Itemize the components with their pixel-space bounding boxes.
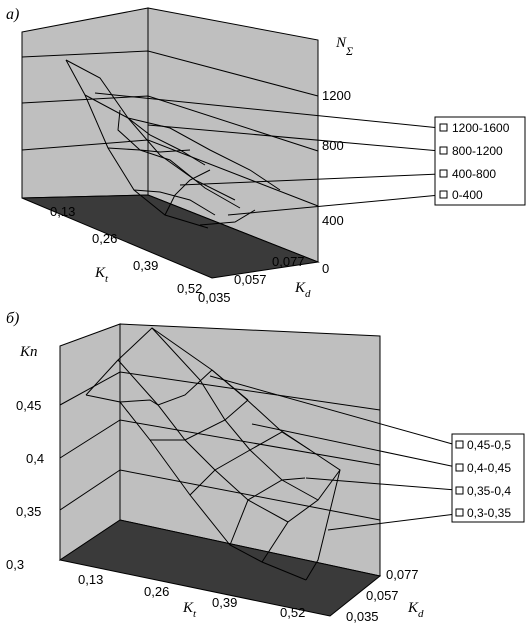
legend-leaders-a bbox=[94, 92, 441, 216]
z-tick-b-3: 0,45 bbox=[16, 398, 41, 413]
z-tick-b-2: 0,4 bbox=[26, 451, 44, 466]
svg-text:0,35-0,4: 0,35-0,4 bbox=[467, 484, 511, 498]
svg-text:0,3-0,35: 0,3-0,35 bbox=[467, 506, 511, 520]
x-tick-b-1: 0,26 bbox=[144, 584, 169, 599]
z-tick-a-0: 0 bbox=[322, 261, 329, 276]
x-tick-a-2: 0,39 bbox=[133, 258, 158, 273]
x-tick-a-1: 0,26 bbox=[92, 231, 117, 246]
gridlines-a bbox=[21, 50, 319, 207]
y-tick-b-0: 0,035 bbox=[346, 609, 379, 624]
legend-item-a-3: 0-400 bbox=[439, 188, 483, 202]
y-axis-label-b: Kd bbox=[407, 600, 424, 620]
surface-b bbox=[85, 327, 341, 581]
y-tick-a-1: 0,057 bbox=[234, 272, 267, 287]
legend-b: 0,45-0,5 0,4-0,45 0,35-0,4 0,3-0,35 bbox=[451, 433, 525, 523]
back-wall-left-b bbox=[59, 323, 121, 561]
x-axis-label-b: Kt bbox=[182, 600, 197, 620]
floor-b bbox=[58, 519, 382, 617]
legend-leaders-b bbox=[209, 375, 457, 531]
svg-text:400-800: 400-800 bbox=[452, 167, 496, 181]
panel-label-b: б) bbox=[6, 310, 19, 327]
gridlines-b bbox=[59, 371, 381, 521]
legend-item-a-0: 1200-1600 bbox=[439, 121, 510, 135]
z-axis-label-b: Kn bbox=[19, 344, 38, 360]
y-tick-b-2: 0,077 bbox=[386, 567, 419, 582]
legend-item-a-1: 800-1200 bbox=[439, 144, 503, 158]
x-tick-b-0: 0,13 bbox=[78, 572, 103, 587]
chart-a: а) 0 bbox=[6, 6, 526, 305]
x-tick-b-3: 0,52 bbox=[280, 605, 305, 620]
floor-a bbox=[21, 194, 320, 279]
legend-item-b-2: 0,35-0,4 bbox=[455, 484, 511, 498]
x-tick-a-3: 0,52 bbox=[177, 281, 202, 296]
chart-b: б) bbox=[6, 310, 525, 624]
y-tick-a-2: 0,077 bbox=[272, 254, 305, 269]
svg-text:0,4-0,45: 0,4-0,45 bbox=[467, 461, 511, 475]
panel-label-a: а) bbox=[6, 6, 19, 23]
svg-text:0-400: 0-400 bbox=[452, 188, 483, 202]
x-tick-b-2: 0,39 bbox=[212, 595, 237, 610]
back-wall-left-a bbox=[21, 7, 149, 199]
legend-item-b-0: 0,45-0,5 bbox=[455, 438, 511, 452]
y-tick-b-1: 0,057 bbox=[366, 588, 399, 603]
z-tick-a-2: 800 bbox=[322, 138, 344, 153]
legend-item-b-3: 0,3-0,35 bbox=[455, 506, 511, 520]
z-tick-b-1: 0,35 bbox=[16, 504, 41, 519]
svg-text:0,45-0,5: 0,45-0,5 bbox=[467, 438, 511, 452]
y-tick-a-0: 0,035 bbox=[198, 290, 231, 305]
legend-a: 1200-1600 800-1200 400-800 0-400 bbox=[434, 116, 526, 206]
surface-a bbox=[65, 59, 281, 229]
svg-text:1200-1600: 1200-1600 bbox=[452, 121, 510, 135]
x-axis-label-a: Kt bbox=[94, 265, 109, 285]
y-axis-label-a: Kd bbox=[294, 280, 311, 300]
z-axis-label-a: NΣ bbox=[335, 35, 353, 58]
z-tick-b-0: 0,3 bbox=[6, 557, 24, 572]
legend-item-a-2: 400-800 bbox=[439, 167, 496, 181]
x-tick-a-0: 0,13 bbox=[50, 204, 75, 219]
svg-text:800-1200: 800-1200 bbox=[452, 144, 503, 158]
legend-item-b-1: 0,4-0,45 bbox=[455, 461, 511, 475]
z-tick-a-3: 1200 bbox=[322, 88, 351, 103]
z-tick-a-1: 400 bbox=[322, 213, 344, 228]
